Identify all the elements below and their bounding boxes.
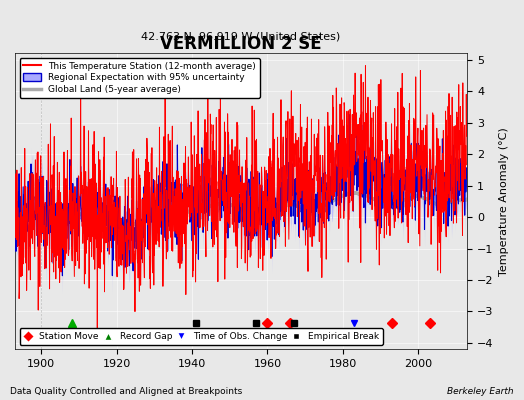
Text: Berkeley Earth: Berkeley Earth — [447, 387, 514, 396]
Title: VERMILLION 2 SE: VERMILLION 2 SE — [160, 35, 322, 53]
Y-axis label: Temperature Anomaly (°C): Temperature Anomaly (°C) — [499, 127, 509, 276]
Text: 42.763 N, 96.919 W (United States): 42.763 N, 96.919 W (United States) — [141, 32, 341, 42]
Text: Data Quality Controlled and Aligned at Breakpoints: Data Quality Controlled and Aligned at B… — [10, 387, 243, 396]
Legend: Station Move, Record Gap, Time of Obs. Change, Empirical Break: Station Move, Record Gap, Time of Obs. C… — [19, 328, 383, 345]
